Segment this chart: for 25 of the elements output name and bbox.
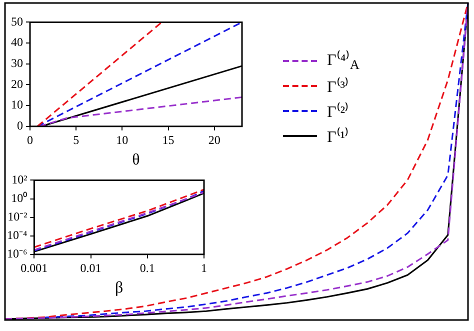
legend-label: Γ⁽¹⁾ <box>327 126 350 146</box>
y-tick-label: 10⁰ <box>11 190 28 205</box>
x-tick-label: 0.1 <box>140 260 155 275</box>
x-axis-title: θ <box>132 152 140 169</box>
y-tick-label: 20 <box>11 76 23 91</box>
x-tick-label: 5 <box>73 132 80 147</box>
x-tick-label: 0.01 <box>80 260 102 275</box>
x-tick-label: 10 <box>116 132 128 147</box>
legend-label: Γ⁽³⁾ <box>327 76 350 96</box>
x-tick-label: 1 <box>201 260 207 275</box>
y-tick-label: 10⁻⁶ <box>6 246 28 261</box>
x-axis-title: β <box>115 280 124 297</box>
x-tick-label: 20 <box>208 132 220 147</box>
x-tick-label: 15 <box>162 132 174 147</box>
legend-label: Γ⁽⁴⁾$_{A}$ <box>327 50 360 74</box>
y-tick-label: 50 <box>11 14 23 28</box>
x-tick-label: 0.001 <box>20 260 48 275</box>
y-tick-label: 10⁻² <box>8 209 28 224</box>
y-tick-label: 10 <box>11 98 23 112</box>
y-tick-label: 40 <box>11 35 23 50</box>
legend-label: Γ⁽²⁾ <box>327 102 350 122</box>
y-tick-label: 10² <box>12 172 28 186</box>
y-tick-label: 30 <box>11 56 23 70</box>
y-tick-label: 0 <box>17 118 23 133</box>
y-tick-label: 10⁻⁴ <box>6 228 28 242</box>
